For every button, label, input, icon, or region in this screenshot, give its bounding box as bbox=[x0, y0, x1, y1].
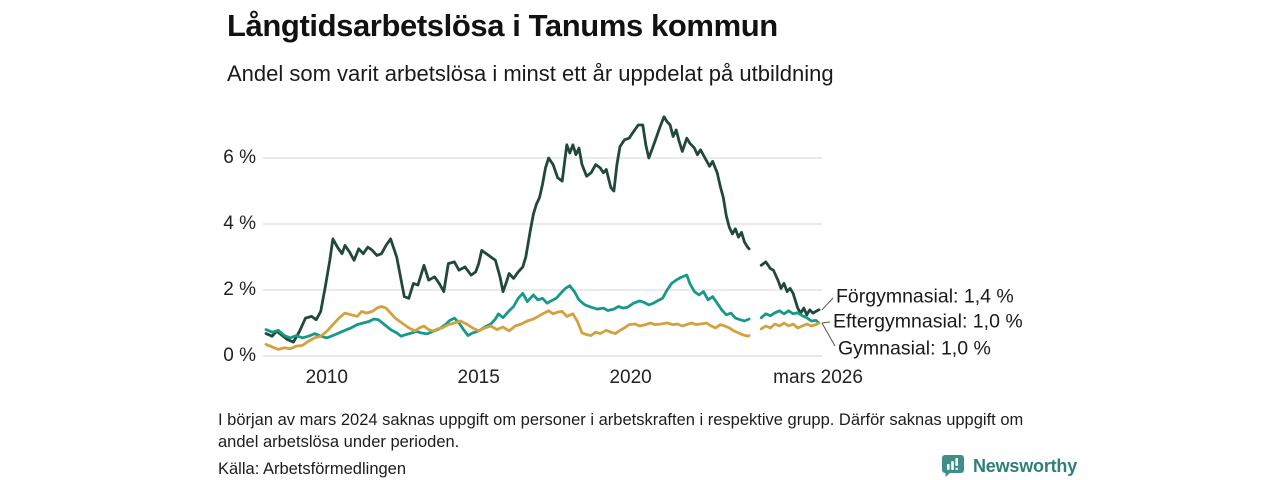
x-axis-tick-label: 2020 bbox=[609, 367, 652, 388]
y-axis-tick-label: 4 % bbox=[223, 213, 256, 234]
series-line-eftergymnasial bbox=[759, 309, 821, 325]
series-line-gymnasial bbox=[264, 305, 751, 351]
series-end-label-forgymnasial: Förgymnasial: 1,4 % bbox=[836, 285, 1014, 308]
series-end-label-eftergymnasial: Eftergymnasial: 1,0 % bbox=[833, 310, 1023, 333]
x-axis-tick-label: 2010 bbox=[305, 367, 348, 388]
series-end-label-gymnasial: Gymnasial: 1,0 % bbox=[838, 337, 991, 360]
bar-chart-bubble-icon bbox=[942, 455, 964, 477]
newsworthy-logo: Newsworthy bbox=[941, 454, 1077, 478]
y-axis-tick-label: 2 % bbox=[223, 279, 256, 300]
y-axis-tick-label: 0 % bbox=[223, 345, 256, 366]
source-text: Källa: Arbetsförmedlingen bbox=[218, 460, 407, 478]
y-axis-tick-label: 6 % bbox=[223, 147, 256, 168]
series-line-förgymnasial bbox=[264, 115, 751, 344]
series-line-förgymnasial bbox=[759, 260, 821, 317]
label-connector-line bbox=[821, 322, 836, 347]
label-connector-line bbox=[821, 297, 834, 311]
footnote-text: I början av mars 2024 saknas uppgift om … bbox=[218, 411, 1024, 451]
page-title: Långtidsarbetslösa i Tanums kommun bbox=[227, 8, 778, 43]
series-line-gymnasial bbox=[759, 321, 821, 331]
x-axis-tick-label: mars 2026 bbox=[773, 367, 863, 388]
series-line-eftergymnasial bbox=[264, 273, 751, 340]
page-subtitle: Andel som varit arbetslösa i minst ett å… bbox=[227, 61, 834, 86]
label-connector-line bbox=[821, 321, 831, 324]
brand-name: Newsworthy bbox=[973, 455, 1078, 476]
x-axis-tick-label: 2015 bbox=[457, 367, 500, 388]
